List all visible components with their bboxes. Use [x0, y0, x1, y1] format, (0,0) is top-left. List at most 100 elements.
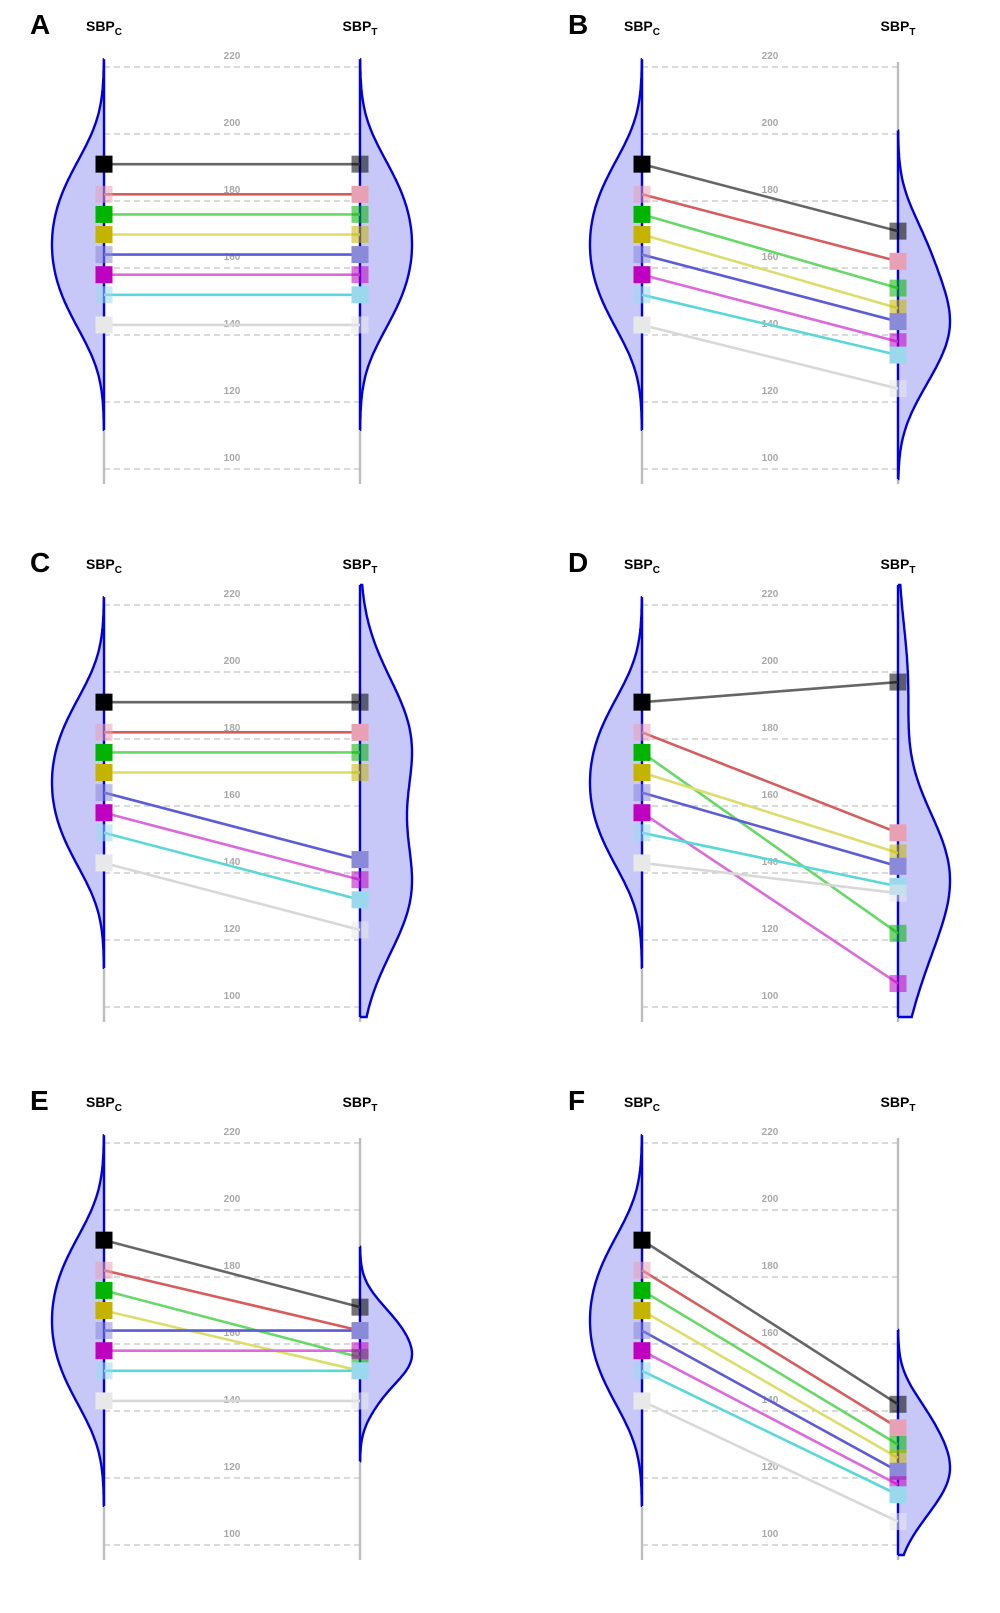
right-density-curve [358, 1245, 414, 1463]
sbp-c-marker [633, 1322, 651, 1340]
sbp-t-marker [889, 1449, 907, 1467]
left-density-curve [588, 596, 644, 969]
left-density-curve [588, 58, 644, 431]
sbp-t-marker [351, 693, 369, 711]
left-density-fill [590, 597, 642, 968]
right-density-fill [898, 130, 950, 480]
sbp-t-marker [351, 266, 369, 284]
sbp-t-marker [889, 299, 907, 317]
left-density-curve [50, 1134, 106, 1507]
panel-letter: B [568, 9, 588, 40]
sbp-c-marker [95, 185, 113, 203]
subject-line [641, 273, 899, 343]
tick-label: 100 [224, 1529, 241, 1540]
left-density-curve [50, 58, 106, 431]
sbp-c-marker [95, 854, 113, 872]
panel-B: BSBPCSBPT100120140160180200220 [568, 9, 952, 484]
sbp-c-marker [95, 205, 113, 223]
panel-A: ASBPCSBPT100120140160180200220 [30, 9, 414, 484]
sbp-t-marker [889, 844, 907, 862]
tick-label: 120 [762, 386, 779, 397]
subject-line [103, 1309, 361, 1373]
left-axis-label: SBPC [86, 18, 122, 38]
right-axis-label: SBPT [343, 18, 378, 38]
tick-label: 120 [762, 1462, 779, 1473]
left-density-fill [52, 597, 104, 968]
tick-label: 200 [762, 656, 779, 667]
right-density-curve [360, 583, 414, 1019]
panel-letter: D [568, 547, 588, 578]
left-density-fill [52, 59, 104, 430]
sbp-c-marker [633, 1392, 651, 1410]
sbp-c-marker [633, 854, 651, 872]
tick-label: 200 [762, 1194, 779, 1205]
tick-label: 160 [762, 1328, 779, 1339]
subject-line [103, 1238, 361, 1309]
panel-letter: A [30, 9, 50, 40]
sbp-t-marker [351, 246, 369, 264]
subject-line [641, 1289, 899, 1446]
sbp-c-marker [95, 1392, 113, 1410]
sbp-c-marker [95, 286, 113, 304]
sbp-c-marker [633, 246, 651, 264]
sbp-t-marker [351, 921, 369, 939]
panel-letter: E [30, 1085, 49, 1116]
sbp-t-marker [351, 1362, 369, 1380]
sbp-t-marker [351, 286, 369, 304]
tick-label: 180 [762, 723, 779, 734]
right-axis-label: SBPT [881, 1094, 916, 1114]
subject-line [641, 193, 899, 263]
left-axis-label: SBPC [624, 1094, 660, 1114]
sbp-t-marker [351, 205, 369, 223]
sbp-t-marker [889, 279, 907, 297]
sbp-t-marker [351, 1298, 369, 1316]
panel-F: FSBPCSBPT100120140160180200220 [568, 1085, 952, 1560]
sbp-t-marker [889, 333, 907, 351]
sbp-t-marker [889, 346, 907, 364]
sbp-t-marker [889, 1513, 907, 1531]
sbp-c-marker [95, 266, 113, 284]
subject-line [641, 293, 899, 357]
sbp-c-marker [633, 723, 651, 741]
sbp-c-marker [95, 155, 113, 173]
sbp-c-marker [633, 185, 651, 203]
left-density-curve [588, 1134, 644, 1507]
sbp-c-marker [95, 824, 113, 842]
subject-line [641, 751, 899, 935]
panel-C: C SBPC SBPT 100 120 140 160 180 200 220 [30, 547, 414, 1022]
panel-letter: C [30, 547, 50, 578]
sbp-c-marker [633, 1261, 651, 1279]
right-density-curve [896, 1328, 952, 1557]
sbp-c-marker [95, 1231, 113, 1249]
sbp-c-marker [633, 1281, 651, 1299]
tick-label: 220 [224, 1127, 241, 1138]
left-axis-label: SBPC [624, 18, 660, 38]
subject-line [641, 162, 899, 233]
sbp-t-marker [889, 252, 907, 270]
tick-label: 140 [762, 857, 779, 868]
sbp-t-marker [351, 316, 369, 334]
sbp-c-marker [633, 784, 651, 802]
sbp-c-marker [633, 1302, 651, 1319]
tick-label: 180 [224, 185, 241, 196]
sbp-c-marker [633, 824, 651, 842]
right-axis-label: SBPT [881, 556, 916, 576]
subject-line [641, 1239, 899, 1406]
tick-label: 180 [224, 1261, 241, 1272]
tick-label: 180 [762, 1261, 779, 1272]
left-density-fill [590, 1135, 642, 1506]
tick-label: 120 [224, 1462, 241, 1473]
subject-line [641, 1349, 899, 1486]
tick-label: 180 [224, 723, 241, 734]
sbp-t-marker [351, 155, 369, 173]
sbp-c-marker [633, 266, 651, 284]
sbp-t-marker [351, 891, 369, 909]
sbp-t-marker [889, 857, 907, 875]
sbp-t-marker [351, 871, 369, 889]
subject-line [641, 253, 899, 323]
subject-line [103, 811, 361, 881]
sbp-t-marker [889, 313, 907, 331]
right-density-fill [360, 1246, 412, 1462]
tick-label: 100 [762, 453, 779, 464]
